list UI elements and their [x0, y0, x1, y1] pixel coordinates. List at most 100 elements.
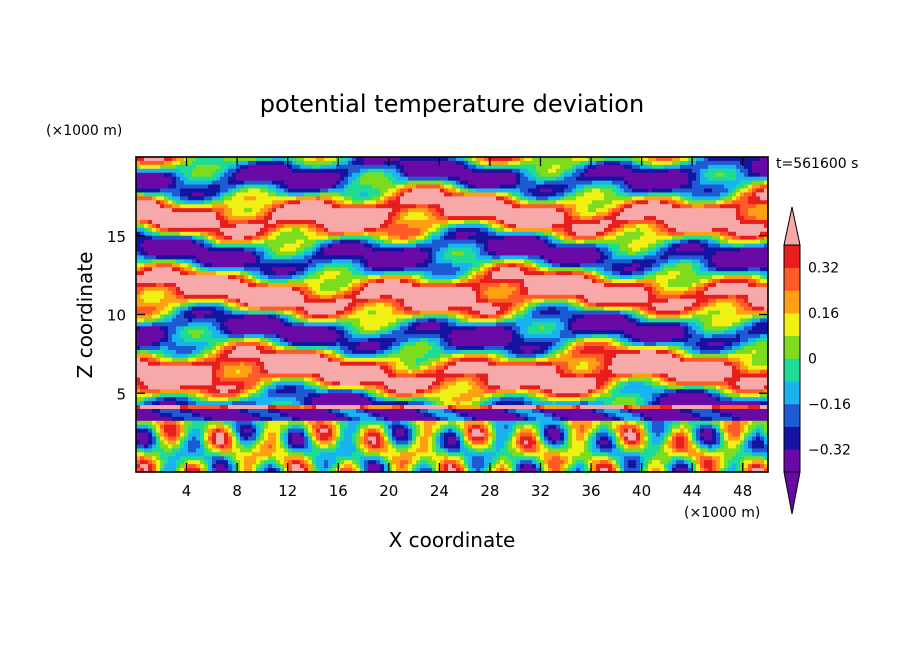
field-cell — [588, 243, 593, 249]
field-cell — [600, 227, 605, 233]
field-cell — [572, 208, 577, 213]
field-cell — [532, 231, 537, 237]
field-cell — [204, 259, 209, 264]
field-cell — [672, 212, 677, 217]
field-cell — [696, 263, 701, 268]
field-cell — [184, 271, 189, 276]
field-cell — [668, 255, 673, 260]
field-cell — [256, 259, 261, 264]
field-cell — [700, 157, 705, 162]
field-cell — [268, 157, 273, 162]
field-cell — [748, 180, 753, 186]
field-cell — [568, 275, 573, 280]
field-cell — [540, 204, 545, 209]
field-cell — [168, 212, 173, 217]
field-cell — [360, 235, 365, 241]
field-cell — [188, 157, 193, 162]
field-cell — [752, 192, 757, 197]
field-cell — [476, 279, 481, 284]
field-cell — [488, 192, 493, 197]
field-cell — [532, 164, 537, 170]
field-cell — [152, 231, 157, 237]
field-cell — [364, 196, 369, 201]
field-cell — [672, 172, 677, 178]
field-cell — [620, 263, 625, 268]
field-cell — [460, 157, 465, 162]
field-cell — [744, 180, 749, 186]
field-cell — [580, 231, 585, 237]
field-cell — [232, 227, 237, 233]
field-cell — [536, 196, 541, 201]
field-cell — [332, 275, 337, 280]
field-cell — [480, 267, 485, 272]
field-cell — [276, 192, 281, 197]
field-cell — [436, 251, 441, 257]
field-cell — [600, 184, 605, 190]
field-cell — [300, 157, 305, 162]
field-cell — [308, 259, 313, 264]
field-cell — [396, 196, 401, 201]
field-cell — [380, 184, 385, 190]
field-cell — [264, 212, 269, 217]
field-cell — [584, 255, 589, 260]
field-cell — [456, 180, 461, 186]
field-cell — [536, 184, 541, 190]
field-cell — [400, 231, 405, 237]
field-cell — [680, 223, 685, 229]
field-cell — [164, 184, 169, 190]
field-cell — [496, 192, 501, 197]
field-cell — [392, 176, 397, 182]
field-cell — [548, 259, 553, 264]
field-cell — [704, 192, 709, 197]
field-cell — [164, 164, 169, 170]
field-cell — [192, 275, 197, 280]
field-cell — [560, 180, 565, 186]
field-cell — [424, 200, 429, 205]
field-cell — [500, 271, 505, 276]
field-cell — [728, 239, 733, 245]
field-cell — [540, 243, 545, 249]
field-cell — [668, 196, 673, 201]
field-cell — [296, 168, 301, 174]
field-cell — [432, 216, 437, 221]
field-cell — [304, 239, 309, 245]
field-cell — [300, 227, 305, 233]
field-cell — [732, 196, 737, 201]
field-cell — [620, 251, 625, 257]
field-cell — [208, 279, 213, 284]
field-cell — [392, 243, 397, 249]
field-cell — [304, 279, 309, 284]
field-cell — [332, 223, 337, 229]
field-cell — [732, 263, 737, 268]
field-cell — [508, 251, 513, 257]
field-cell — [308, 251, 313, 257]
field-cell — [352, 176, 357, 182]
field-cell — [448, 196, 453, 201]
field-cell — [440, 259, 445, 264]
field-cell — [576, 267, 581, 272]
field-cell — [268, 220, 273, 225]
field-cell — [644, 243, 649, 249]
field-cell — [268, 204, 273, 209]
field-cell — [136, 243, 141, 249]
field-cell — [408, 259, 413, 264]
field-cell — [664, 196, 669, 201]
field-cell — [688, 168, 693, 174]
field-cell — [344, 227, 349, 233]
field-cell — [492, 212, 497, 217]
field-cell — [700, 223, 705, 229]
field-cell — [236, 204, 241, 209]
field-cell — [136, 168, 141, 174]
field-cell — [656, 184, 661, 190]
field-cell — [356, 243, 361, 249]
field-cell — [724, 255, 729, 260]
field-cell — [280, 164, 285, 170]
field-cell — [596, 212, 601, 217]
field-cell — [264, 279, 269, 284]
field-cell — [716, 231, 721, 237]
field-cell — [344, 164, 349, 170]
field-cell — [536, 208, 541, 213]
field-cell — [720, 168, 725, 174]
field-cell — [604, 212, 609, 217]
field-cell — [692, 164, 697, 170]
